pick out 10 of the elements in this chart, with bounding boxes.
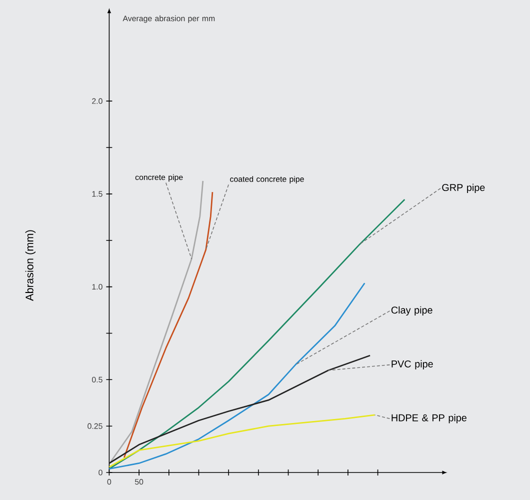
text: GRP pipe xyxy=(442,184,485,193)
line-series xyxy=(108,414,376,468)
line-series xyxy=(108,282,366,470)
line-series xyxy=(123,191,214,458)
line-series xyxy=(110,180,204,462)
y-axis-title: Abrasion (mm) xyxy=(25,230,36,301)
text: Clay pipe xyxy=(391,306,432,316)
series-label: HDPE & PP pipe xyxy=(392,414,466,424)
line-series xyxy=(108,354,371,464)
text: PVC pipe xyxy=(392,360,433,370)
